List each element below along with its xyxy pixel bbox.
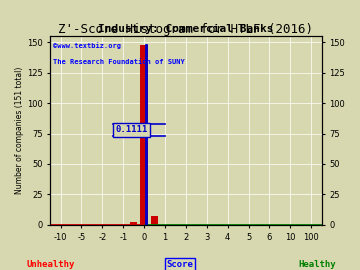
Text: Healthy: Healthy (298, 260, 336, 269)
Text: ©www.textbiz.org: ©www.textbiz.org (53, 42, 121, 49)
Bar (151, 216, 158, 225)
Text: The Research Foundation of SUNY: The Research Foundation of SUNY (53, 59, 185, 65)
Bar (140, 45, 148, 225)
Text: Score: Score (167, 260, 193, 269)
Title: Z'-Score Histogram for HTLF (2016): Z'-Score Histogram for HTLF (2016) (58, 23, 314, 36)
Text: Unhealthy: Unhealthy (26, 260, 75, 269)
Text: Industry: Commercial Banks: Industry: Commercial Banks (98, 24, 274, 34)
Bar (130, 222, 138, 225)
Y-axis label: Number of companies (151 total): Number of companies (151 total) (15, 67, 24, 194)
Text: 0.1111: 0.1111 (116, 125, 148, 134)
